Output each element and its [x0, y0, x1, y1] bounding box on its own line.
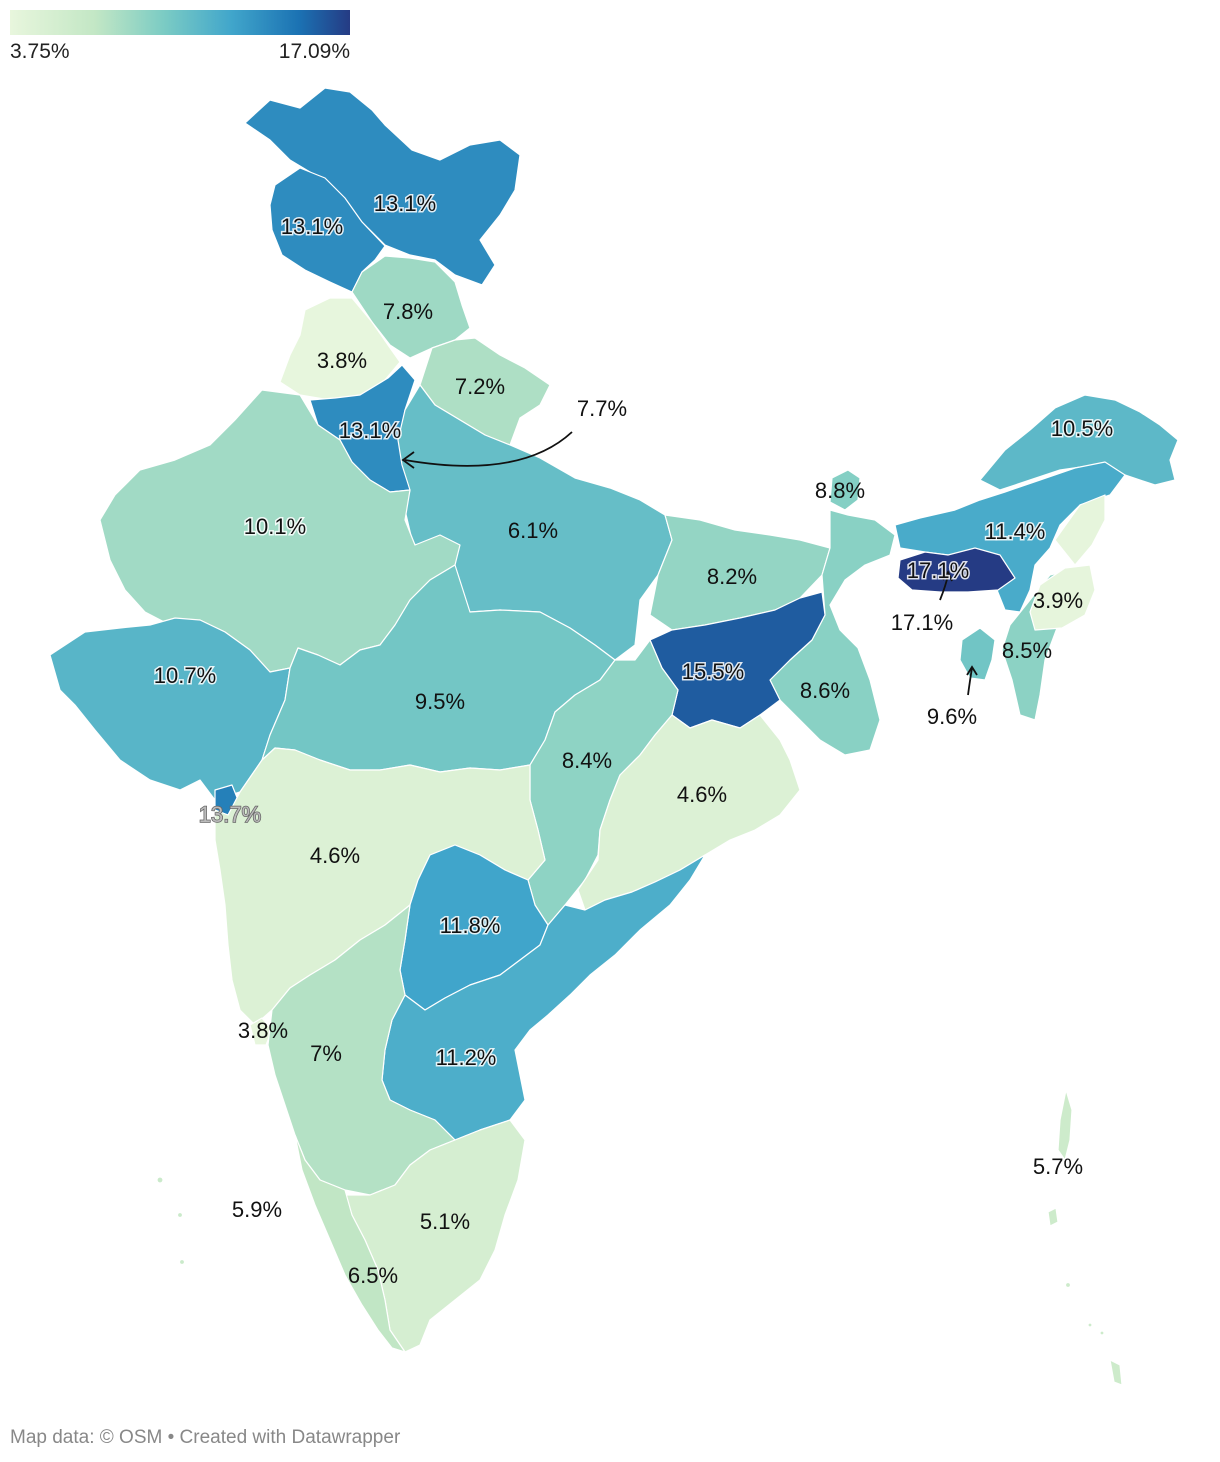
- label-maharashtra: 4.6%: [310, 843, 360, 868]
- color-legend: 3.75% 17.09%: [10, 10, 350, 63]
- label-madhya-pradesh: 9.5%: [415, 689, 465, 714]
- label-lakshadweep: 5.9%: [232, 1197, 282, 1222]
- region-andaman-nicobar-3[interactable]: [1109, 1359, 1123, 1386]
- label-meghalaya-callout: 17.1%: [891, 610, 953, 635]
- label-bihar: 8.2%: [707, 564, 757, 589]
- label-himachal-pradesh: 7.8%: [383, 299, 433, 324]
- label-chhattisgarh: 8.4%: [562, 748, 612, 773]
- tripura-callout-arrow: [967, 667, 973, 696]
- region-nagaland[interactable]: [1054, 494, 1106, 566]
- meghalaya-arrowhead: [942, 570, 953, 582]
- label-uttarakhand: 7.2%: [455, 374, 505, 399]
- region-nagaland-south[interactable]: [1029, 564, 1096, 631]
- region-meghalaya[interactable]: [897, 547, 1016, 593]
- label-goa: 3.8%: [238, 1018, 288, 1043]
- label-rajasthan: 10.1%: [244, 514, 306, 539]
- label-tripura: 9.6%: [927, 704, 977, 729]
- datawrapper-credit: • Created with Datawrapper: [167, 1427, 401, 1448]
- label-uttar-pradesh: 6.1%: [508, 518, 558, 543]
- region-andaman-nicobar-2[interactable]: [1047, 1207, 1059, 1227]
- legend-min-label: 3.75%: [10, 40, 70, 63]
- label-tamil-nadu: 5.1%: [420, 1209, 470, 1234]
- map-data-credit: Map data: © OSM: [10, 1427, 163, 1448]
- meghalaya-callout-arrow: [939, 574, 949, 601]
- label-andaman-nicobar: 5.7%: [1033, 1154, 1083, 1179]
- region-tripura[interactable]: [959, 627, 996, 681]
- label-jammu-kashmir: 13.1%: [281, 214, 343, 239]
- region-andhra-pradesh[interactable]: [381, 854, 706, 1141]
- label-delhi: 7.7%: [577, 396, 627, 421]
- label-sikkim: 8.8%: [815, 478, 865, 503]
- tripura-arrowhead: [966, 665, 978, 676]
- legend-gradient-bar: [10, 10, 350, 35]
- label-assam: 11.4%: [985, 519, 1046, 544]
- label-nagaland: 3.9%: [1033, 588, 1083, 613]
- label-meghalaya: 17.1%: [907, 558, 969, 583]
- region-lakshadweep-2[interactable]: [176, 1211, 184, 1219]
- region-himachal-pradesh[interactable]: [351, 255, 471, 359]
- label-jharkhand: 15.5%: [682, 659, 744, 684]
- map-footer: Map data: © OSM • Created with Datawrapp…: [10, 1427, 400, 1449]
- region-lakshadweep-3[interactable]: [178, 1258, 186, 1266]
- label-odisha: 4.6%: [677, 782, 727, 807]
- label-telangana: 11.8%: [440, 913, 501, 938]
- label-dadra-daman-diu: 13.7%: [199, 802, 261, 827]
- delhi-callout-arrow: [404, 431, 573, 467]
- label-gujarat: 10.7%: [154, 663, 216, 688]
- label-punjab: 3.8%: [317, 348, 367, 373]
- label-karnataka: 7%: [310, 1041, 342, 1066]
- label-andhra-pradesh: 11.2%: [436, 1045, 497, 1070]
- label-west-bengal: 8.6%: [800, 678, 850, 703]
- region-andaman-nicobar[interactable]: [1057, 1089, 1073, 1161]
- label-kerala: 6.5%: [348, 1263, 398, 1288]
- label-ladakh: 13.1%: [374, 191, 436, 216]
- label-manipur: 8.5%: [1002, 638, 1052, 663]
- region-arunachal-pradesh[interactable]: [979, 394, 1179, 491]
- region-lakshadweep-1[interactable]: [156, 1176, 164, 1184]
- label-haryana: 13.1%: [339, 418, 401, 443]
- label-arunachal-pradesh: 10.5%: [1051, 416, 1113, 441]
- region-andaman-nicobar-6[interactable]: [1099, 1330, 1105, 1336]
- region-andaman-nicobar-5[interactable]: [1087, 1322, 1093, 1328]
- region-andaman-nicobar-4[interactable]: [1064, 1281, 1072, 1289]
- delhi-arrowhead: [401, 451, 415, 469]
- region-sikkim[interactable]: [829, 469, 861, 511]
- legend-max-label: 17.09%: [278, 40, 350, 63]
- region-kerala[interactable]: [294, 1134, 406, 1353]
